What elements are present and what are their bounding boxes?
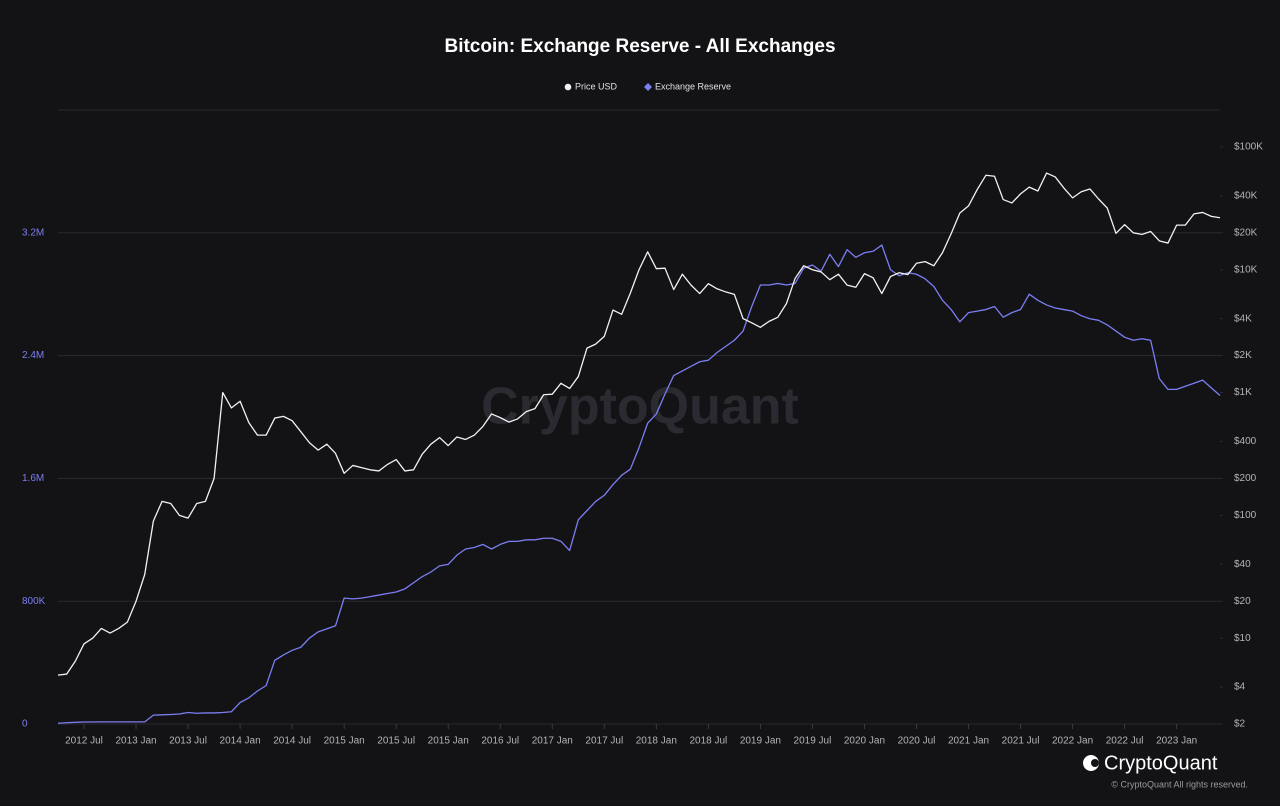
y2-tick-label: $20K xyxy=(1234,227,1258,238)
x-tick-label: 2014 Jan xyxy=(220,736,261,747)
x-tick-label: 2019 Jul xyxy=(794,736,832,747)
y2-tick-label: $4 xyxy=(1234,682,1246,693)
y-tick-label: 0 xyxy=(22,719,28,730)
y2-tick-label: $20 xyxy=(1234,596,1251,607)
x-tick-label: 2022 Jan xyxy=(1052,736,1093,747)
legend-label: Price USD xyxy=(575,81,618,91)
x-tick-label: 2015 Jan xyxy=(428,736,469,747)
y-tick-label: 800K xyxy=(22,596,46,607)
series-line xyxy=(57,244,1221,724)
watermark: CryptoQuant xyxy=(481,378,799,436)
copyright: © CryptoQuant All rights reserved. xyxy=(1111,779,1248,789)
y2-tick-label: $4K xyxy=(1234,313,1252,324)
y2-tick-label: $10 xyxy=(1234,633,1251,644)
x-tick-label: 2012 Jul xyxy=(65,736,103,747)
footer-logo: CryptoQuant xyxy=(1083,752,1218,774)
legend-item[interactable]: Price USD xyxy=(564,81,618,91)
y2-tick-label: $100 xyxy=(1234,510,1257,521)
x-tick-label: 2018 Jan xyxy=(636,736,677,747)
x-tick-label: 2014 Jul xyxy=(273,736,311,747)
y2-tick-label: $10K xyxy=(1234,264,1258,275)
x-tick-label: 2013 Jul xyxy=(169,736,207,747)
y2-tick-label: $2K xyxy=(1234,350,1252,361)
x-tick-label: 2017 Jan xyxy=(532,736,573,747)
logo-icon-cut xyxy=(1091,759,1099,767)
x-tick-label: 2021 Jan xyxy=(948,736,989,747)
y2-tick-label: $100K xyxy=(1234,142,1263,153)
chart-title: Bitcoin: Exchange Reserve - All Exchange… xyxy=(444,36,835,57)
y-tick-label: 3.2M xyxy=(22,227,44,238)
x-tick-label: 2017 Jul xyxy=(585,736,623,747)
x-tick-label: 2013 Jan xyxy=(115,736,156,747)
x-tick-label: 2022 Jul xyxy=(1106,736,1144,747)
legend-marker xyxy=(644,83,653,91)
legend: Price USD Exchange Reserve xyxy=(564,81,731,91)
x-tick-label: 2021 Jul xyxy=(1002,736,1040,747)
y2-tick-label: $40 xyxy=(1234,559,1251,570)
legend-item[interactable]: Exchange Reserve xyxy=(644,81,731,91)
y2-tick-label: $400 xyxy=(1234,436,1257,447)
y-tick-label: 1.6M xyxy=(22,473,44,484)
x-tick-label: 2016 Jul xyxy=(481,736,519,747)
x-tick-label: 2015 Jul xyxy=(377,736,415,747)
legend-marker xyxy=(564,83,572,91)
x-tick-label: 2020 Jan xyxy=(844,736,885,747)
x-tick-label: 2015 Jan xyxy=(324,736,365,747)
y2-tick-label: $40K xyxy=(1234,190,1258,201)
legend-label: Exchange Reserve xyxy=(655,81,731,91)
x-tick-label: 2019 Jan xyxy=(740,736,781,747)
y2-tick-label: $1K xyxy=(1234,387,1252,398)
logo-text: CryptoQuant xyxy=(1104,752,1218,774)
series-line xyxy=(57,172,1221,676)
y-tick-label: 2.4M xyxy=(22,350,44,361)
y2-tick-label: $2 xyxy=(1234,719,1246,730)
x-tick-label: 2023 Jan xyxy=(1156,736,1197,747)
x-tick-label: 2020 Jul xyxy=(898,736,936,747)
y2-tick-label: $200 xyxy=(1234,473,1257,484)
x-tick-label: 2018 Jul xyxy=(689,736,727,747)
